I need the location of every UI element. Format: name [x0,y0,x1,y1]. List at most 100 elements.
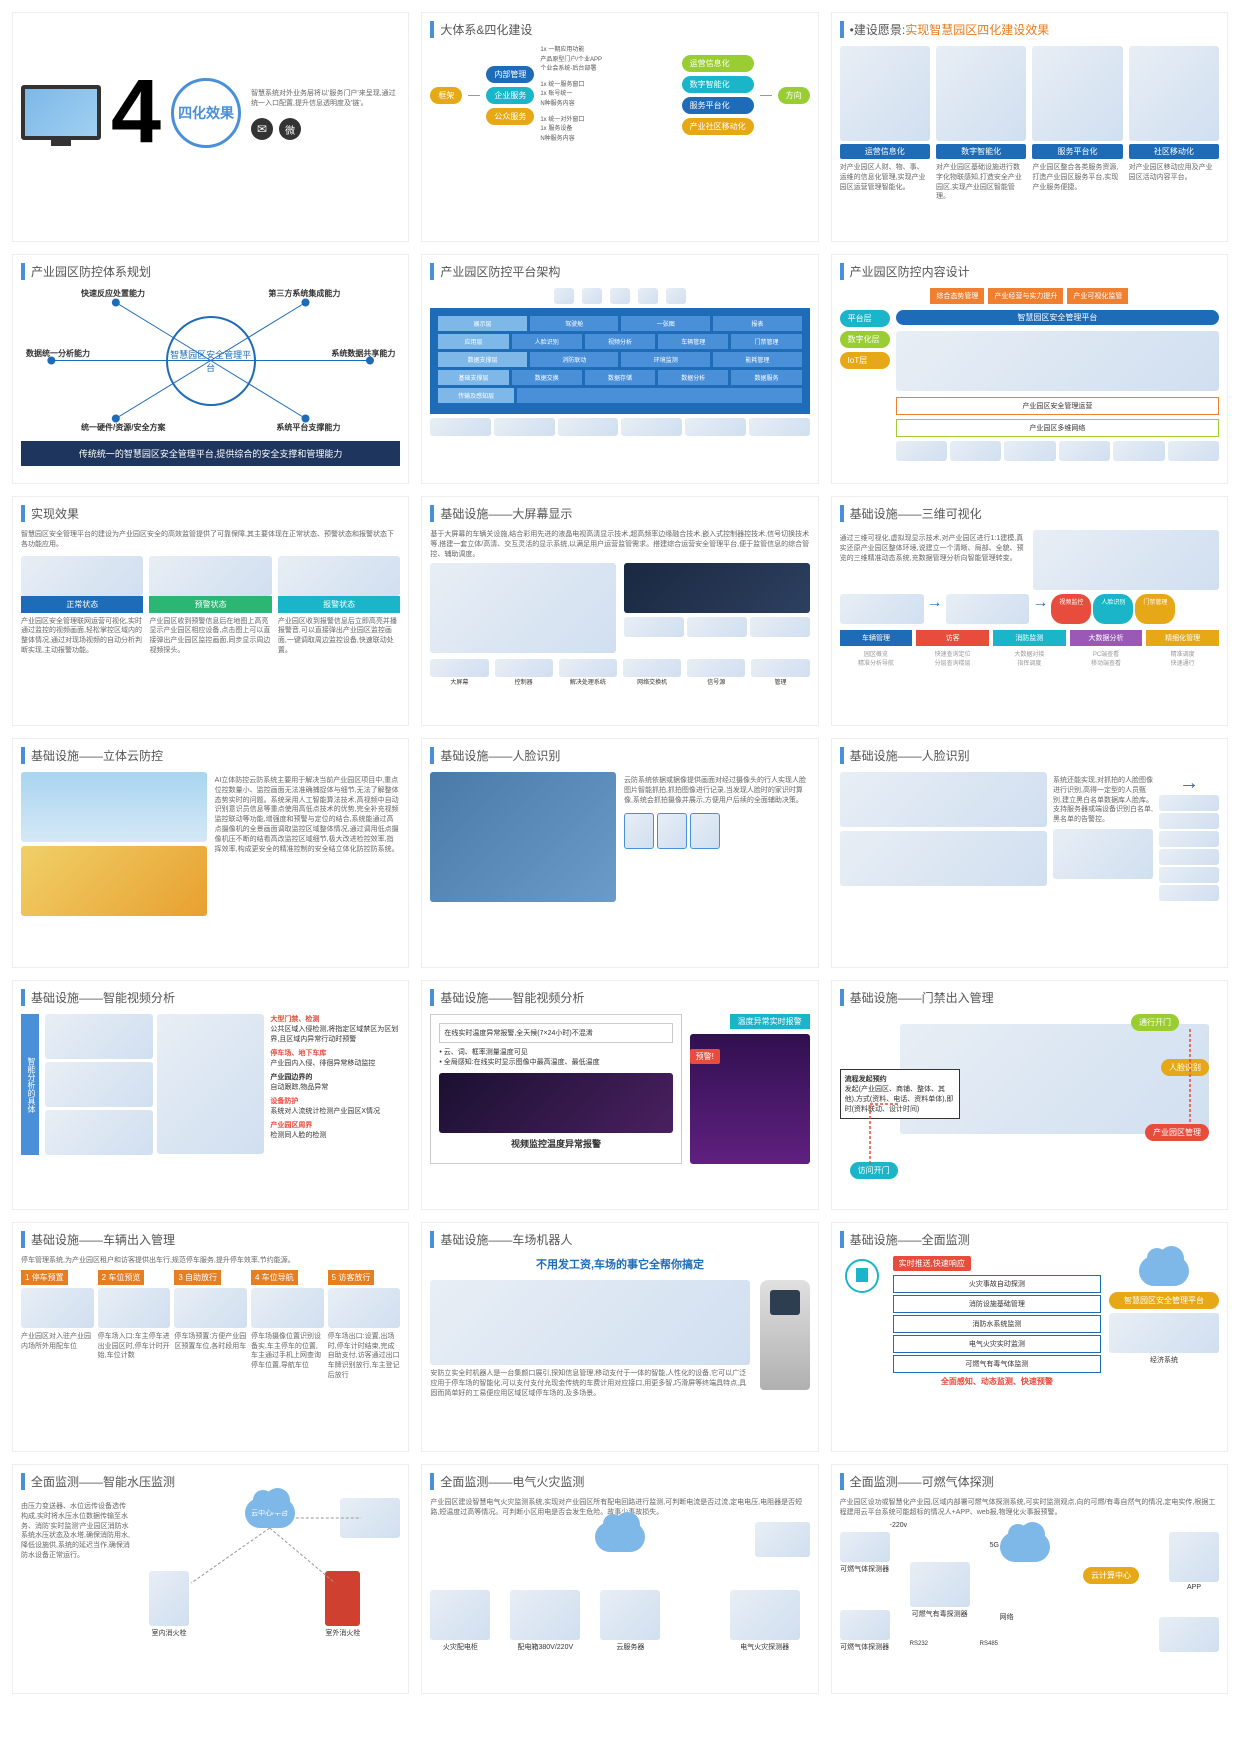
slide18-title: 基础设施——全面监测 [840,1231,1219,1248]
sensor-icon [685,418,746,436]
cloud-icon [595,1522,645,1552]
slide5-title: 产业园区防控平台架构 [430,263,809,280]
slide-12: 基础设施——人脸识别 系统还能实现,对抓拍的人脸图像进行识别,高得一定型的人员甄… [831,738,1228,968]
slide-7: 实现效果 智慧园区安全管理平台的建设为产业园区安全的高效监管提供了可靠保障,其主… [12,496,409,726]
mid-6: 1x 统一对外窗口 [540,116,675,126]
slide8-title: 基础设施——大屏幕显示 [430,505,809,522]
robot-icon [760,1280,810,1390]
cloud-icon [1000,1532,1050,1562]
node-b: 企业服务 [486,87,534,104]
sensor-icon [494,418,555,436]
server-img [896,331,1219,391]
sp5: 数据统一分析能力 [26,348,90,359]
devices [755,1522,810,1557]
r0: 运营信息化 [682,55,754,72]
aerial-img [21,846,207,916]
dev-icon [638,288,658,304]
card0-img [840,46,930,141]
card2-img [1032,46,1122,141]
slide19-title: 全面监测——智能水压监测 [21,1473,400,1490]
slide16-title: 基础设施——车辆出入管理 [21,1231,400,1248]
slide2-title: 大体系&四化建设 [430,21,809,38]
slide4-title: 产业园区防控体系规划 [21,263,400,280]
node-a: 内部管理 [486,66,534,83]
hydrant-outdoor [325,1571,360,1626]
r3: 产业社区移动化 [682,118,754,135]
slide12-title: 基础设施——人脸识别 [840,747,1219,764]
eiffel-cam-img [21,772,207,842]
s7-intro: 智慧园区安全管理平台的建设为产业园区安全的高效监管提供了可靠保障,其主要体现在正… [21,530,400,550]
sp1: 第三方系统集成能力 [268,288,340,299]
city-face-img [430,772,616,902]
monitor-icon [21,85,101,140]
slide-13: 基础设施——智能视频分析 智能分析的具体 大型门禁、检测公共区域入侵检测,将指定… [12,980,409,1210]
slide-11: 基础设施——人脸识别 云防系统依据或据像提供画面对经过摄像头的行人实现人脸图片智… [421,738,818,968]
dev-icon [554,288,574,304]
dev-icon [666,288,686,304]
banner: 传统统一的智慧园区安全管理平台,提供综合的安全支撑和管理能力 [21,441,400,466]
mid-5: N种服务内容 [540,100,675,110]
slide13-title: 基础设施——智能视频分析 [21,989,400,1006]
devices-img [340,1498,400,1538]
left-pill: 框架 [430,87,462,104]
mid-3: 1x 统一服务窗口 [540,81,675,91]
hydrant-indoor [149,1571,189,1626]
mid-2: 个业会系统-后台部署 [540,65,675,75]
slide-21: 全面监测——可燃气体探测 产业园区设功或智慧化产业园,区域内部署可燃气体探测系统… [831,1464,1228,1694]
hub: 智慧园区安全管理平台 [166,316,256,406]
card3-t: 社区移动化 [1129,144,1219,159]
sp3: 系统平台支撑能力 [276,422,340,433]
slide21-title: 全面监测——可燃气体探测 [840,1473,1219,1490]
face-detect-img [840,831,1047,886]
alarm-icon [842,1256,882,1296]
slide10-title: 基础设施——立体云防控 [21,747,400,764]
sensor-icon [430,418,491,436]
slide-16: 基础设施——车辆出入管理 停车管理系统,为产业园区租户和访客提供出车行,规范停车… [12,1222,409,1452]
mid-8: N种服务内容 [540,135,675,145]
slide9-title: 基础设施——三维可视化 [840,505,1219,522]
sensor-icon [749,418,810,436]
slide1-desc: 智慧系统对外业务层将以'服务门户'来呈现,通过统一入口配置,提升信息透明度及'链… [251,89,400,109]
dev-icon [610,288,630,304]
mid-4: 1x 账号统一 [540,90,675,100]
camera-img [1053,829,1153,879]
arch-diagram: 展示层驾驶舱一张图报表 应用层人脸识别视频分析车辆管理门禁管理 数据支撑层消防联… [430,308,809,414]
sp0: 快速反应处置能力 [81,288,145,299]
slide-2: 大体系&四化建设 框架 内部管理 企业服务 公众服务 1x 一期应用功能 产品原… [421,12,818,242]
3d-model-img [1033,530,1219,590]
slide-20: 全面监测——电气火灾监测 产业园区建设智慧电气火灾监测系统,实现对产业园区所有配… [421,1464,818,1694]
slide-10: 基础设施——立体云防控 AI立体防控云防系统主要用于解决当前产业园区项目中,重点… [12,738,409,968]
face-thumb [624,813,654,849]
slide3-title: •建设愿景:实现智慧园区四化建设效果 [840,21,1219,38]
slide-6: 产业园区防控内容设计 综合态势管理 产业经营与实力提升 产业可视化监管 平台层 … [831,254,1228,484]
sp2: 系统数据共享能力 [331,348,395,359]
dashboard-preview [624,563,810,613]
face-thumb [690,813,720,849]
cloud-icon [1139,1256,1189,1286]
slide-5: 产业园区防控平台架构 展示层驾驶舱一张图报表 应用层人脸识别视频分析车辆管理门禁… [421,254,818,484]
sensor-icon [558,418,619,436]
slide20-title: 全面监测——电气火灾监测 [430,1473,809,1490]
parking-img [157,1014,265,1154]
card0-d: 对产业园区人财、物、事、运维的信息化管理,实现产业园区运营管理智能化。 [840,163,930,192]
card2-d: 产业园区整合各类服务资源,打造产业园区服务平台,实现产业服务便捷。 [1032,163,1122,192]
node-c: 公众服务 [486,108,534,125]
card1-img [936,46,1026,141]
sensor-icon [621,418,682,436]
thermal-img [439,1073,672,1133]
weibo-icon: 微 [279,118,301,140]
card3-img [1129,46,1219,141]
dev-icon [582,288,602,304]
slide11-title: 基础设施——人脸识别 [430,747,809,764]
slide-1: 4 四化效果 智慧系统对外业务层将以'服务门户'来呈现,通过统一入口配置,提升信… [12,12,409,242]
slide-19: 全面监测——智能水压监测 由压力变送器、水位远传设备选传构成,实时将水压水位数据… [12,1464,409,1694]
face-thumb [657,813,687,849]
r2: 服务平台化 [682,97,754,114]
mid-7: 1x 服务设备 [540,125,675,135]
garage-img [430,1280,749,1365]
slide-9: 基础设施——三维可视化 通过三维可视化,虚拟现显示技术,对产业园区进行1:1建模… [831,496,1228,726]
slide-15: 基础设施——门禁出入管理 通行开门 人脸识别 产业园区管理 访问开门 流程发起预… [831,980,1228,1210]
card1-t: 数字智能化 [936,144,1026,159]
big-screen-photo [430,563,616,653]
mid-0: 1x 一期应用功能 [540,46,675,56]
